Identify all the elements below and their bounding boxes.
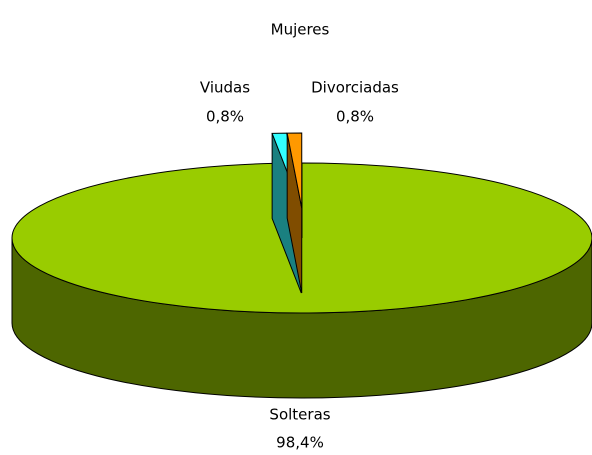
slice-value-label: 0,8% [206, 108, 244, 126]
slice-value-label: 98,4% [276, 434, 324, 452]
pie-slice [286, 132, 303, 209]
slice-label: Viudas [200, 79, 250, 97]
chart-title: Mujeres [271, 21, 330, 39]
slice-value-label: 0,8% [336, 108, 374, 126]
slice-label: Divorciadas [311, 79, 399, 97]
slice-label: Solteras [269, 406, 330, 424]
